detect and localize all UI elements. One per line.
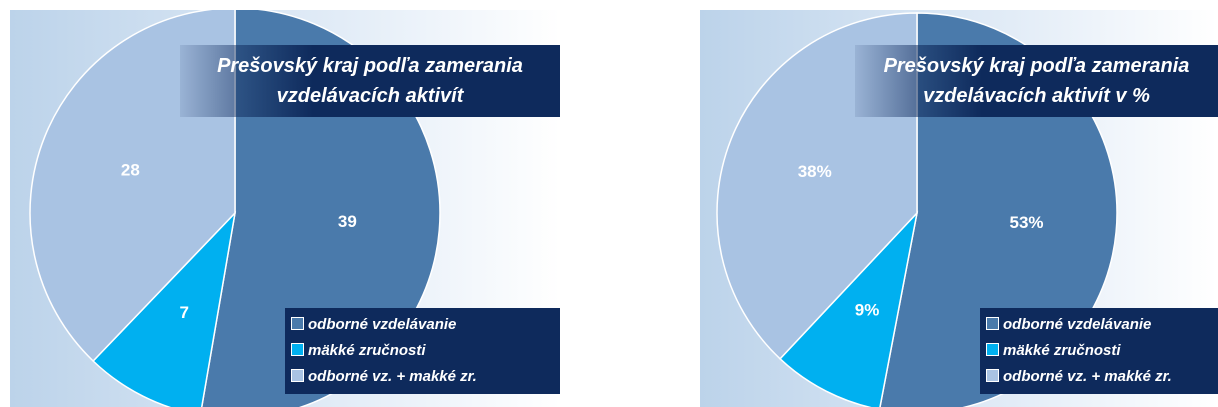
legend-item: odborné vz. + makké zr. xyxy=(986,364,1212,390)
legend-label: mäkké zručnosti xyxy=(308,342,426,359)
chart-title: Prešovský kraj podľa zamerania vzdelávac… xyxy=(180,45,560,117)
data-label: 38% xyxy=(798,162,832,181)
pie-slice xyxy=(779,210,919,407)
legend-label: odborné vz. + makké zr. xyxy=(1003,368,1172,385)
legend-label: mäkké zručnosti xyxy=(1003,342,1121,359)
pie-slice xyxy=(92,210,237,407)
chart: 53% 9% 38% Prešovský kraj podľa zamerania v… xyxy=(700,10,1218,407)
legend-label: odborné vz. + makké zr. xyxy=(308,368,477,385)
legend-item: odborné vzdelávanie xyxy=(986,312,1212,338)
data-label: 39 xyxy=(338,212,357,231)
chart-title: Prešovský kraj podľa zamerania vzdelávac… xyxy=(855,45,1218,117)
legend-label: odborné vzdelávanie xyxy=(308,316,457,333)
legend-swatch xyxy=(986,369,999,382)
legend-swatch xyxy=(986,317,999,330)
legend-label: odborné vzdelávanie xyxy=(1003,316,1152,333)
legend: odborné vzdelávanie mäkké zručnosti odborn… xyxy=(285,308,560,394)
legend: odborné vzdelávanie mäkké zručnosti odborn… xyxy=(980,308,1218,394)
legend-swatch xyxy=(291,343,304,356)
data-label: 9% xyxy=(855,300,880,319)
legend-swatch xyxy=(291,369,304,382)
legend-item: mäkké zručnosti xyxy=(291,338,554,364)
legend-item: odborné vzdelávanie xyxy=(291,312,554,338)
legend-swatch xyxy=(291,317,304,330)
legend-item: odborné vz. + makké zr. xyxy=(291,364,554,390)
data-label: 7 xyxy=(180,303,189,322)
legend-swatch xyxy=(986,343,999,356)
legend-item: mäkké zručnosti xyxy=(986,338,1212,364)
data-label: 53% xyxy=(1009,213,1043,232)
data-label: 28 xyxy=(121,160,140,179)
chart: 39 7 28 Prešovský kraj podľa zamerania vzde… xyxy=(10,10,560,407)
